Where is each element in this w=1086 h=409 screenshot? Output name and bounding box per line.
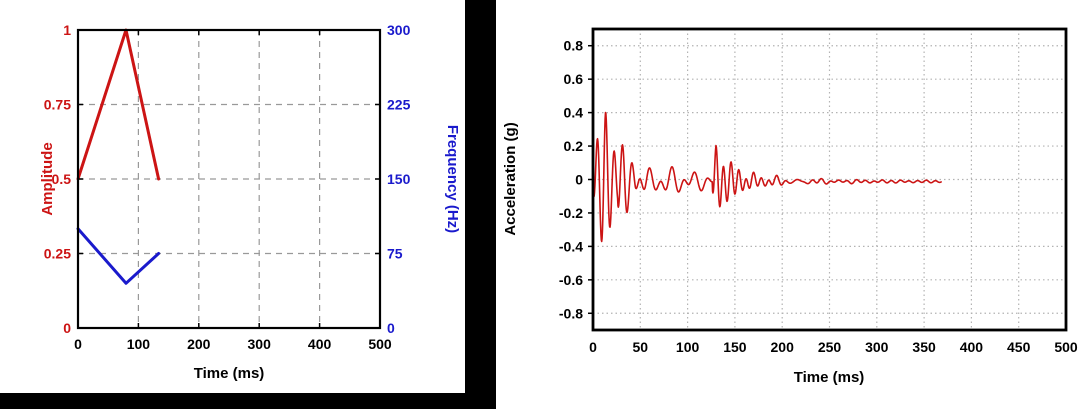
left-tick-label: 1 bbox=[63, 22, 71, 38]
y-tick-label: 0.6 bbox=[564, 71, 584, 87]
acceleration-line bbox=[592, 111, 942, 243]
y-tick-label: -0.2 bbox=[559, 205, 583, 221]
y-tick-label: 0.2 bbox=[564, 138, 584, 154]
x-tick-label: 200 bbox=[187, 336, 211, 352]
acceleration-chart: -0.8 -0.6 -0.4 -0.2 0 0.2 0.4 0.6 0.8 0 50 100 150 20… bbox=[502, 27, 1078, 386]
x-tick-label: 0 bbox=[589, 339, 597, 355]
series-lines bbox=[76, 28, 161, 285]
y-tick-label: -0.4 bbox=[559, 238, 583, 254]
frequency-sweep-line bbox=[76, 227, 161, 285]
plot-frame bbox=[76, 28, 382, 330]
x-tick-label: 250 bbox=[818, 339, 842, 355]
left-tick-label: 0.75 bbox=[44, 97, 71, 113]
acceleration-panel: -0.8 -0.6 -0.4 -0.2 0 0.2 0.4 0.6 0.8 0 50 100 150 20… bbox=[496, 0, 1086, 409]
gridlines bbox=[593, 29, 1066, 330]
right-tick-label: 300 bbox=[387, 22, 411, 38]
x-tick-label: 400 bbox=[308, 336, 332, 352]
y-axis-title: Acceleration (g) bbox=[502, 122, 519, 235]
x-tick-label: 300 bbox=[865, 339, 889, 355]
gridlines bbox=[78, 30, 380, 328]
series-lines bbox=[592, 111, 942, 243]
tick-labels: 0 0.25 0.5 0.75 1 0 75 150 225 300 0 100 200 300 400 50… bbox=[44, 22, 411, 352]
left-tick-label: 0.25 bbox=[44, 246, 71, 262]
sweep-profile-chart: 0 0.25 0.5 0.75 1 0 75 150 225 300 0 100 200 300 400 50… bbox=[39, 22, 461, 382]
y-tick-label: 0.8 bbox=[564, 38, 584, 54]
left-tick-label: 0.5 bbox=[52, 171, 72, 187]
right-tick-label: 75 bbox=[387, 246, 403, 262]
x-tick-label: 500 bbox=[368, 336, 392, 352]
x-axis-title: Time (ms) bbox=[194, 365, 265, 382]
tick-labels: -0.8 -0.6 -0.4 -0.2 0 0.2 0.4 0.6 0.8 0 50 100 150 20… bbox=[559, 38, 1078, 355]
x-tick-label: 450 bbox=[1007, 339, 1031, 355]
y-tick-label: 0.4 bbox=[564, 105, 584, 121]
x-tick-label: 500 bbox=[1054, 339, 1078, 355]
x-tick-label: 400 bbox=[960, 339, 984, 355]
x-tick-label: 50 bbox=[633, 339, 649, 355]
y-tick-label: -0.6 bbox=[559, 272, 583, 288]
x-axis-title: Time (ms) bbox=[794, 369, 865, 386]
plot-frame bbox=[591, 27, 1068, 332]
x-tick-label: 100 bbox=[127, 336, 151, 352]
x-tick-label: 0 bbox=[74, 336, 82, 352]
left-axis-title: Amplitude bbox=[39, 142, 56, 215]
right-tick-label: 0 bbox=[387, 320, 395, 336]
sweep-profile-panel: 0 0.25 0.5 0.75 1 0 75 150 225 300 0 100 200 300 400 50… bbox=[0, 0, 465, 393]
x-tick-label: 350 bbox=[912, 339, 936, 355]
x-tick-label: 150 bbox=[723, 339, 747, 355]
right-axis-title: Frequency (Hz) bbox=[444, 125, 461, 233]
left-tick-label: 0 bbox=[63, 320, 71, 336]
right-tick-label: 150 bbox=[387, 171, 411, 187]
x-tick-label: 100 bbox=[676, 339, 700, 355]
x-tick-label: 200 bbox=[771, 339, 795, 355]
x-tick-label: 300 bbox=[248, 336, 272, 352]
y-tick-label: -0.8 bbox=[559, 305, 583, 321]
y-tick-label: 0 bbox=[575, 172, 583, 188]
right-tick-label: 225 bbox=[387, 97, 411, 113]
